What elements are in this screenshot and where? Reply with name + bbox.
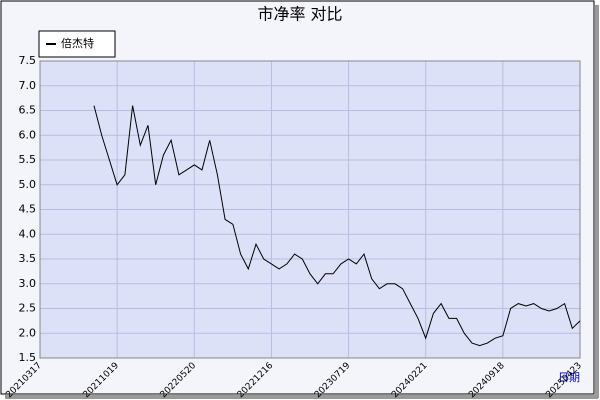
y-tick-label: 5.0: [19, 178, 37, 191]
y-tick-label: 6.0: [19, 128, 37, 141]
y-tick-label: 6.5: [19, 104, 37, 117]
y-tick-label: 5.5: [19, 153, 37, 166]
y-tick-label: 7.5: [19, 54, 37, 67]
plot-border: [39, 60, 581, 359]
y-tick-label: 3.0: [19, 277, 37, 290]
y-tick-label: 7.0: [19, 79, 37, 92]
y-tick-label: 4.5: [19, 203, 37, 216]
y-tick-label: 4.0: [19, 227, 37, 240]
shadow: [5, 395, 598, 399]
y-tick-label: 1.5: [19, 351, 37, 364]
x-axis-title: 日期: [558, 371, 580, 384]
shadow: [595, 5, 599, 398]
y-tick-label: 2.5: [19, 302, 37, 315]
line: [93, 105, 581, 347]
legend-label: 倍杰特: [61, 36, 94, 50]
y-tick-label: 3.5: [19, 252, 37, 265]
chart-title: 市净率 对比: [257, 5, 342, 24]
y-tick-label: 2.0: [19, 326, 37, 339]
